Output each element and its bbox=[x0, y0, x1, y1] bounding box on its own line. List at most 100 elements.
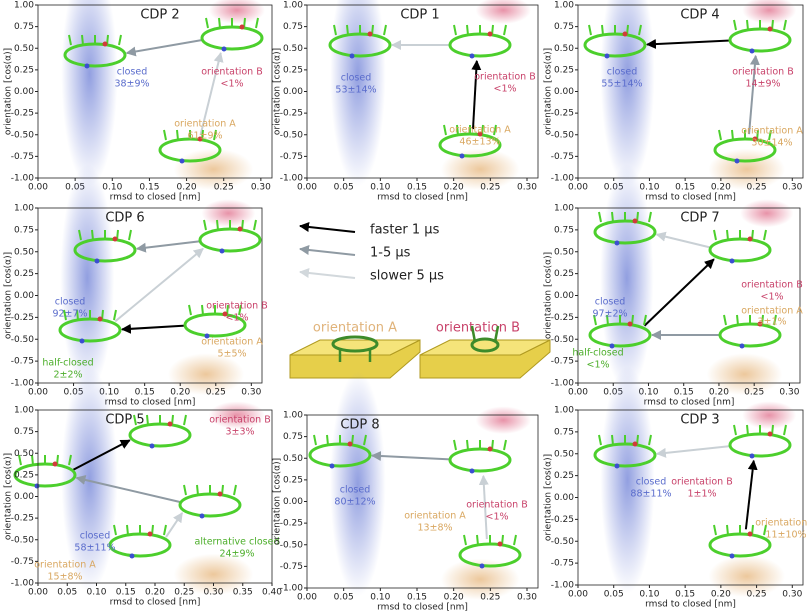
x-tick-label: 0.15 bbox=[139, 183, 159, 193]
x-tick-label: 0.05 bbox=[604, 590, 624, 600]
y-tick-label: 0.50 bbox=[554, 44, 574, 54]
molecule-sidechain bbox=[643, 314, 647, 326]
density-b bbox=[742, 401, 797, 430]
atom bbox=[219, 248, 225, 254]
panel: 0.00 0.05 0.10 0.15 0.20 0.25 0.30 0.35 0.40 -1.0… bbox=[4, 366, 282, 608]
density-closed bbox=[600, 366, 655, 594]
state-label: closed bbox=[607, 67, 638, 78]
atom bbox=[367, 31, 373, 37]
molecule-sidechain bbox=[346, 24, 349, 36]
density-b bbox=[208, 401, 265, 430]
molecule-sidechain bbox=[503, 24, 507, 36]
density-b bbox=[475, 0, 532, 25]
molecule-sidechain bbox=[91, 229, 94, 241]
atom bbox=[477, 131, 483, 137]
x-axis-label: rmsd to closed [nm] bbox=[105, 398, 196, 408]
x-tick-label: 0.20 bbox=[709, 388, 729, 398]
y-tick-label: 0.00 bbox=[283, 497, 303, 507]
atom bbox=[752, 136, 758, 142]
transition-arrow bbox=[75, 475, 181, 504]
molecule-sidechain bbox=[363, 434, 367, 446]
y-axis-label: orientation [cos(α)] bbox=[4, 252, 14, 339]
y-tick-label: -1.00 bbox=[551, 581, 575, 591]
molecule-sidechain bbox=[133, 414, 137, 426]
y-axis-label: orientation [cos(α)] bbox=[4, 453, 14, 540]
state-label: 1±1% bbox=[687, 489, 716, 500]
molecule-sidechain bbox=[648, 434, 652, 446]
state-label: <1% bbox=[225, 313, 248, 324]
y-tick-label: -0.50 bbox=[551, 130, 575, 140]
x-tick-label: 0.35 bbox=[233, 588, 253, 598]
y-tick-label: 0.50 bbox=[14, 247, 34, 257]
density-b bbox=[740, 199, 794, 228]
atom bbox=[347, 441, 353, 447]
molecule-sidechain bbox=[31, 454, 34, 466]
arrow-slow bbox=[299, 268, 356, 279]
atom bbox=[197, 136, 203, 142]
x-tick-label: 0.15 bbox=[674, 388, 694, 398]
y-tick-label: -1.00 bbox=[280, 174, 304, 184]
molecule-sidechain bbox=[201, 304, 204, 316]
transition-arrow bbox=[748, 54, 760, 135]
molecule-sidechain bbox=[493, 124, 497, 136]
transition-arrow bbox=[199, 52, 224, 136]
molecule-sidechain bbox=[333, 24, 337, 36]
atom bbox=[747, 531, 753, 537]
state-label: <1% bbox=[493, 84, 516, 95]
density-closed bbox=[600, 0, 655, 187]
atom bbox=[147, 531, 153, 537]
atom bbox=[199, 513, 205, 519]
transition-arrow bbox=[643, 258, 715, 327]
x-tick-label: 0.40 bbox=[262, 588, 282, 598]
x-tick-label: 0.15 bbox=[675, 590, 695, 600]
atom bbox=[459, 153, 465, 159]
y-tick-label: 0.50 bbox=[14, 449, 34, 459]
state-label: orientation A bbox=[201, 337, 263, 348]
state-label: 11±10% bbox=[765, 530, 806, 541]
x-tick-label: 0.15 bbox=[675, 183, 695, 193]
atom bbox=[167, 421, 173, 427]
y-tick-label: 0.50 bbox=[283, 454, 303, 464]
density-b bbox=[201, 199, 256, 228]
y-tick-label: -0.25 bbox=[551, 313, 574, 323]
molecule-sidechain bbox=[128, 229, 132, 241]
molecule-sidechain bbox=[203, 219, 207, 231]
x-tick-label: 0.25 bbox=[480, 593, 500, 603]
y-tick-label: 1.00 bbox=[283, 411, 303, 421]
density-a bbox=[706, 353, 783, 396]
y-tick-label: 0.00 bbox=[554, 291, 574, 301]
atom bbox=[52, 461, 58, 467]
transition-arrow bbox=[471, 59, 482, 130]
y-tick-label: -0.50 bbox=[280, 540, 304, 550]
y-tick-label: 0.25 bbox=[283, 65, 303, 75]
molecule-sidechain bbox=[598, 211, 602, 223]
atom bbox=[497, 541, 503, 547]
y-tick-label: -1.00 bbox=[551, 379, 575, 389]
state-label: 14±9% bbox=[745, 79, 780, 90]
state-label: 46±13% bbox=[459, 137, 500, 148]
density-b bbox=[208, 0, 265, 25]
y-tick-label: -0.50 bbox=[280, 130, 304, 140]
molecule-sidechain bbox=[233, 484, 237, 496]
state-label: closed bbox=[55, 297, 86, 308]
x-tick-label: 0.20 bbox=[711, 183, 731, 193]
y-tick-label: -0.75 bbox=[551, 559, 574, 569]
y-tick-label: -0.75 bbox=[11, 557, 34, 567]
molecule-sidechain bbox=[513, 534, 517, 546]
atom bbox=[34, 483, 40, 489]
molecule-sidechain bbox=[463, 534, 467, 546]
x-axis-label: rmsd to closed [nm] bbox=[110, 598, 201, 608]
state-label: orientation A bbox=[741, 306, 803, 317]
x-tick-label: 0.20 bbox=[145, 588, 165, 598]
molecule-sidechain bbox=[176, 129, 179, 141]
x-tick-label: 0.15 bbox=[135, 388, 155, 398]
y-tick-label: 0.25 bbox=[554, 65, 574, 75]
y-tick-label: -0.75 bbox=[11, 357, 34, 367]
transition-arrow bbox=[744, 459, 758, 530]
x-axis-label: rmsd to closed [nm] bbox=[110, 193, 201, 203]
panel: 0.000.050.100.150.200.250.30-1.00-0.75-0… bbox=[544, 0, 804, 203]
atom bbox=[84, 63, 90, 69]
